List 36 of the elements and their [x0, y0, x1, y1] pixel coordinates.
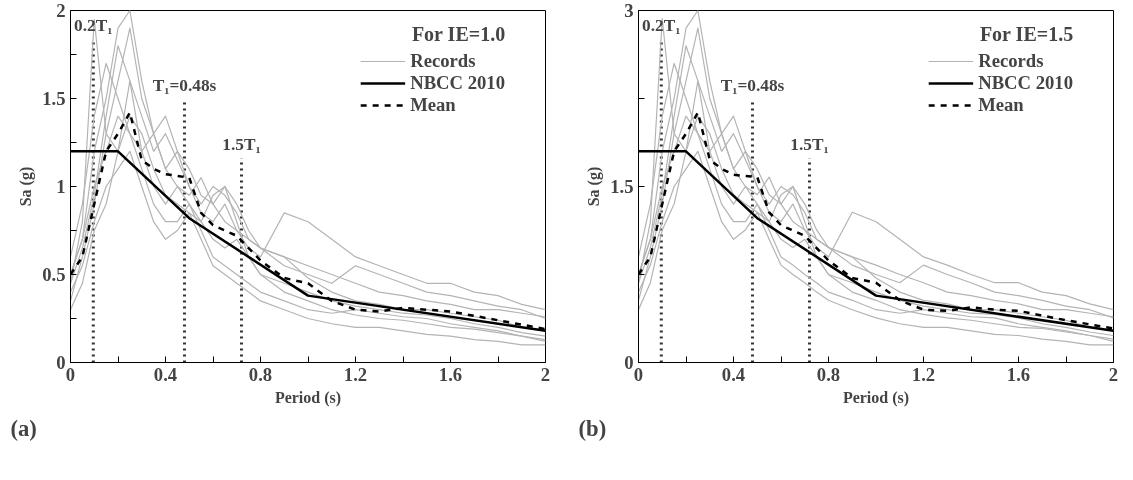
y-tick-label: 3 [624, 0, 634, 21]
legend-label: Records [978, 50, 1044, 72]
x-tick-label: 1.6 [438, 363, 463, 385]
ref-line-label: 1.5T₁ [790, 135, 829, 155]
y-tick-label: 2 [56, 0, 66, 21]
text: For IE=1.0 [411, 22, 506, 45]
x-tick-label: 0.8 [816, 363, 841, 385]
x-tick-label: 0.4 [721, 363, 746, 385]
x-tick-label: 2 [540, 363, 551, 385]
y-tick-label: 1.5 [42, 88, 66, 109]
ref-line-label: 1.5T₁ [222, 135, 261, 155]
y-axis-title: Sa (g) [585, 166, 604, 207]
legend-label: Mean [978, 94, 1024, 116]
text: (a) [10, 415, 37, 441]
y-tick-label: 1.5 [610, 176, 634, 197]
ref-line-label: 0.2T₁ [642, 15, 681, 35]
y-tick-label: 1 [56, 176, 66, 197]
legend-label: Records [410, 50, 476, 72]
x-tick-label: 0.4 [153, 363, 178, 385]
ref-line-label: T₁=0.48s [152, 75, 217, 95]
legend-label: Mean [410, 94, 456, 116]
x-axis-title: Period (s) [274, 388, 342, 407]
x-axis-title: Period (s) [842, 388, 910, 407]
text: (b) [578, 415, 607, 441]
x-tick-label: 1.2 [343, 363, 368, 385]
text: For IE=1.5 [979, 22, 1074, 45]
x-tick-label: 2 [1108, 363, 1119, 385]
legend-label: NBCC 2010 [410, 72, 505, 94]
y-axis-title: Sa (g) [17, 166, 36, 207]
x-tick-label: 1.2 [911, 363, 936, 385]
legend-label: NBCC 2010 [978, 72, 1073, 94]
ref-line-label: 0.2T₁ [74, 15, 113, 35]
x-tick-label: 1.6 [1006, 363, 1031, 385]
ref-line-label: T₁=0.48s [720, 75, 785, 95]
x-tick-label: 0.8 [248, 363, 273, 385]
y-tick-label: 0.5 [42, 264, 66, 285]
